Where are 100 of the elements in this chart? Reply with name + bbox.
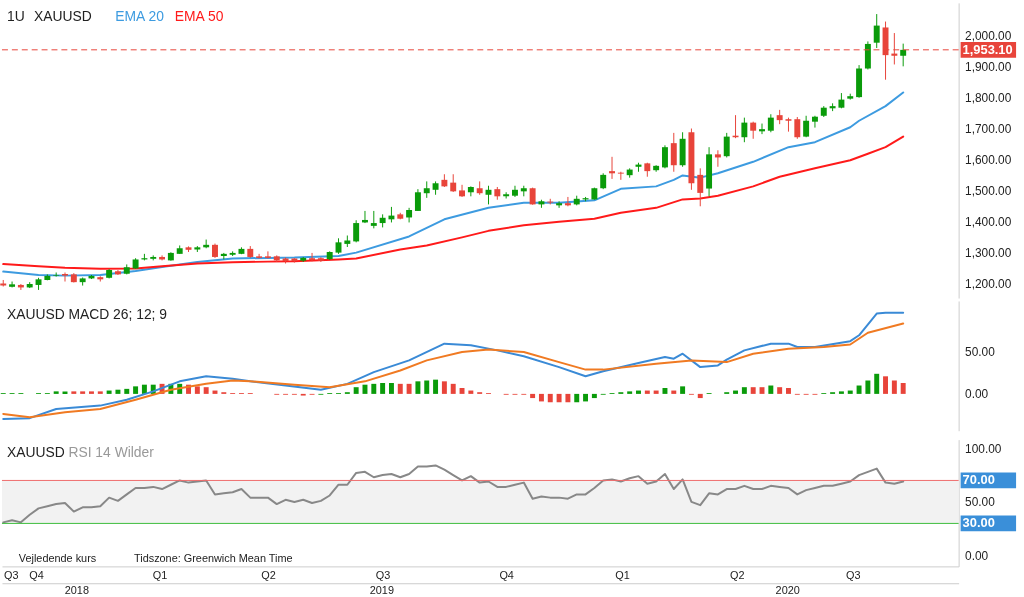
candlestick	[873, 13, 880, 49]
bar	[62, 391, 68, 394]
candlestick	[256, 253, 263, 260]
text: EMA 50	[174, 7, 224, 24]
y-tick-label: 1,400.00	[965, 215, 1012, 230]
bar	[591, 393, 597, 399]
candlestick	[503, 191, 510, 199]
chart-subtitle: RSI 14 Wilder	[68, 444, 155, 461]
x-tick-label: Q2	[261, 568, 276, 581]
x-tick-label: Q3	[4, 568, 19, 581]
bar	[124, 388, 130, 394]
bar	[856, 385, 862, 394]
bar	[768, 385, 774, 394]
candlestick	[794, 116, 801, 140]
bar	[397, 383, 403, 394]
x-tick-label: Q4	[29, 568, 44, 581]
x-tick-label: Q3	[846, 568, 861, 581]
annotation: Vejledende kurs	[18, 552, 97, 565]
bar	[574, 393, 580, 403]
line-series	[2, 135, 905, 270]
candlestick	[564, 196, 571, 207]
candlestick	[459, 184, 465, 198]
ref-line-label: 1,953.10	[962, 41, 1013, 57]
y-tick-label: 1,200.00	[965, 277, 1012, 292]
candlestick	[767, 113, 774, 133]
y-tick-label: 50.00	[965, 495, 996, 510]
ref-line-label: 30.00	[962, 515, 995, 531]
bar	[538, 393, 544, 402]
y-tick-label: 1,500.00	[965, 184, 1012, 199]
candlestick	[661, 144, 668, 169]
x-tick-label: Q1	[615, 568, 630, 581]
x2-tick-label: 2020	[775, 583, 800, 596]
candlestick	[670, 132, 677, 173]
x-tick-label: Q4	[499, 568, 514, 581]
x-tick-label: Q3	[375, 568, 391, 581]
y-tick-label: 50.00	[965, 345, 996, 360]
bar	[750, 387, 756, 394]
candlestick	[353, 219, 360, 243]
y-tick-label: 1,300.00	[965, 246, 1012, 261]
bar	[583, 393, 589, 402]
bar	[891, 380, 897, 394]
candlestick	[900, 43, 907, 67]
bar	[97, 391, 103, 394]
candlestick	[467, 185, 474, 197]
bar	[838, 391, 844, 394]
x-tick-label: Q2	[730, 568, 745, 581]
x-tick-label: Q1	[152, 568, 168, 581]
candlestick	[723, 132, 730, 158]
candlestick	[264, 250, 271, 260]
y-tick-label: 1,900.00	[965, 59, 1012, 74]
y-tick-label: 0.00	[965, 387, 989, 402]
x2-tick-label: 2018	[64, 583, 89, 596]
bar	[115, 389, 121, 394]
bar	[80, 391, 86, 394]
y-tick-label: 1,600.00	[965, 153, 1012, 168]
annotation: Tidszone: Greenwich Mean Time	[133, 552, 293, 565]
bar	[88, 391, 94, 394]
candlestick	[309, 252, 316, 262]
bar	[741, 387, 747, 394]
bar	[680, 386, 686, 394]
chart-title: XAUUSD	[6, 305, 65, 322]
candlestick	[714, 149, 721, 168]
candlestick	[697, 167, 704, 207]
bar	[865, 380, 871, 394]
chart-title: 1U	[6, 7, 25, 24]
candlestick	[414, 188, 421, 212]
ref-line-label: 70.00	[962, 472, 995, 488]
y-tick-label: 2,000.00	[965, 28, 1012, 43]
chart-subtitle: MACD 26; 12; 9	[68, 305, 168, 322]
text: EMA 20	[115, 7, 165, 24]
bar	[203, 387, 209, 394]
candlestick	[62, 272, 68, 283]
bar	[547, 393, 553, 403]
bar	[433, 379, 439, 394]
bar	[71, 391, 77, 394]
bar	[662, 388, 668, 394]
line-series	[2, 91, 905, 277]
bar	[388, 383, 394, 394]
candlestick	[609, 156, 615, 180]
y-tick-label: 1,800.00	[965, 90, 1012, 105]
y-tick-label: 100.00	[965, 441, 1002, 456]
bar	[883, 376, 889, 394]
bar	[530, 393, 536, 399]
candlestick	[759, 123, 765, 135]
bar	[371, 383, 377, 394]
bar	[380, 383, 386, 394]
bar	[424, 380, 430, 394]
candlestick	[653, 164, 660, 173]
y-tick-label: 0.00	[965, 549, 989, 564]
bar	[353, 387, 359, 394]
x2-tick-label: 2019	[369, 583, 394, 596]
candlestick	[811, 115, 818, 129]
bar	[459, 388, 465, 394]
bar	[450, 383, 456, 394]
bar	[565, 393, 571, 403]
bar	[194, 386, 200, 394]
bar	[874, 373, 880, 394]
bar	[406, 383, 412, 394]
candlestick	[741, 117, 748, 143]
candlestick	[556, 200, 563, 209]
